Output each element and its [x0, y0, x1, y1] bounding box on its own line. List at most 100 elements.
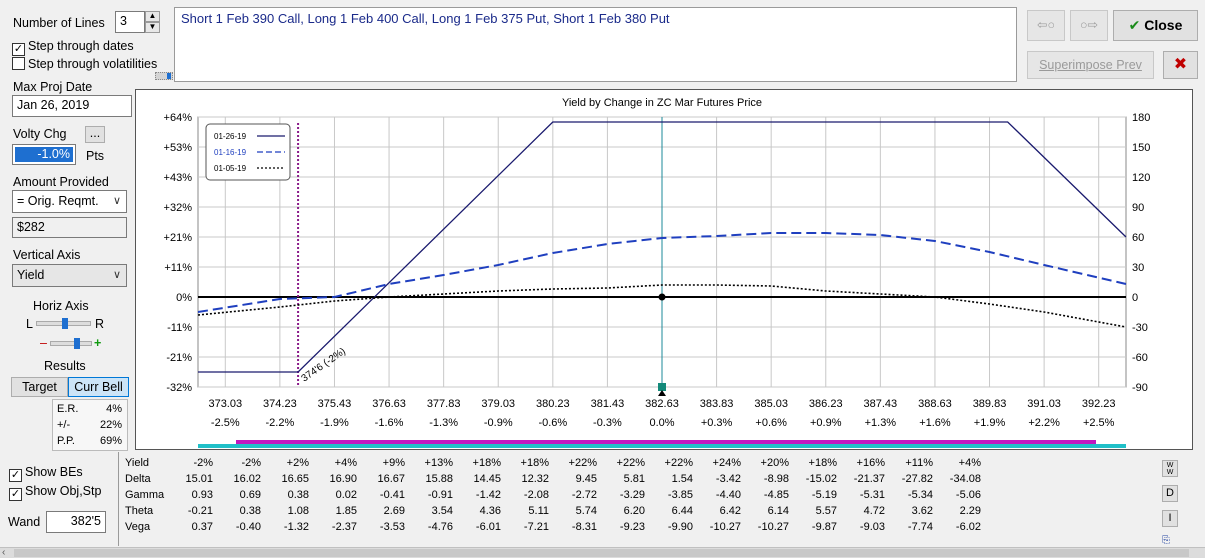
vertical-axis-option: Yield [17, 268, 45, 282]
x-tick-label: 375.43 [318, 398, 352, 410]
save-icon[interactable]: ⎘ [1162, 535, 1170, 546]
y-left-tick-label: 0% [176, 292, 192, 304]
y-right-tick-label: -60 [1132, 352, 1148, 364]
x-tick-label: 376.63 [372, 398, 406, 410]
x-tick-label: 392.23 [1082, 398, 1116, 410]
table-cell: -9.87 [811, 521, 837, 533]
table-cell: 0.38 [239, 505, 261, 517]
spin-down-button[interactable]: ▼ [145, 22, 160, 33]
table-cell: +22% [616, 457, 645, 469]
breakeven-annotation: 374'6 (-2%) [299, 346, 347, 384]
horizontal-scrollbar[interactable]: ‹ [0, 547, 1205, 558]
table-cell: 14.45 [473, 473, 501, 485]
step-dates-label: Step through dates [28, 39, 134, 53]
table-cell: -6.01 [475, 521, 501, 533]
x-tick-label: 386.23 [809, 398, 843, 410]
show-bes-checkbox[interactable]: ✓ Show BEs [9, 465, 83, 482]
amount-provided-label: Amount Provided [13, 175, 109, 189]
table-cell: -9.03 [859, 521, 885, 533]
x-tick-label: 382.63 [645, 398, 679, 410]
x-pct-label: +0.9% [810, 417, 842, 429]
horiz-axis-label: Horiz Axis [33, 299, 89, 313]
current-price-arrow [658, 390, 666, 396]
x-pct-label: +2.2% [1028, 417, 1060, 429]
volty-units-label: Pts [86, 149, 105, 163]
legend-label: 01-05-19 [214, 164, 247, 173]
max-proj-date-input[interactable]: Jan 26, 2019 [12, 95, 132, 117]
table-cell: 5.74 [575, 505, 597, 517]
current-price-square [658, 383, 666, 391]
y-left-tick-label: -32% [166, 382, 192, 394]
table-cell: 2.69 [383, 505, 405, 517]
table-cell: 6.20 [623, 505, 645, 517]
cancel-button[interactable]: ✖ [1163, 51, 1198, 79]
mini-slider[interactable] [155, 72, 173, 80]
plus-label: + [94, 336, 102, 350]
y-left-tick-label: +21% [164, 232, 193, 244]
x-pct-label: -0.3% [593, 417, 622, 429]
forward-arrow-button[interactable]: ○⇨ [1070, 10, 1108, 41]
y-right-tick-label: 60 [1132, 232, 1144, 244]
table-cell: +22% [664, 457, 693, 469]
scroll-left-icon[interactable]: ‹ [2, 547, 6, 558]
close-button[interactable]: ✔ Close [1113, 10, 1198, 41]
step-dates-checkbox[interactable]: ✓ Step through dates [12, 39, 134, 56]
table-cell: +20% [760, 457, 789, 469]
x-tick-label: 383.83 [700, 398, 734, 410]
table-cell: -3.29 [619, 489, 645, 501]
row-header: Vega [125, 521, 151, 533]
table-cell: -3.53 [379, 521, 405, 533]
scroll-thumb[interactable] [14, 549, 1189, 557]
slider-thumb[interactable] [74, 338, 80, 349]
checkbox-mark-icon: ✓ [12, 43, 25, 56]
show-bes-label: Show BEs [25, 465, 83, 479]
table-cell: 0.93 [191, 489, 213, 501]
step-vols-checkbox[interactable]: Step through volatilities [12, 57, 157, 71]
chart-svg: 373.03 -2.5% 374.23 -2.2% 375.43 -1.9% 376.63 -… [164, 97, 1150, 448]
results-stats: E.R. 4% +/- 22% P.P. 69% [52, 399, 128, 451]
volty-chg-input[interactable]: -1.0% [12, 144, 76, 165]
zoom-slider[interactable] [50, 338, 92, 349]
side-i-button[interactable]: I [1162, 510, 1178, 527]
superimpose-prev-button[interactable]: Superimpose Prev [1027, 51, 1154, 79]
volty-chg-more-button[interactable]: ... [85, 126, 105, 143]
x-pct-label: +2.5% [1083, 417, 1115, 429]
wand-input[interactable]: 382'5 [46, 511, 106, 533]
show-objstp-checkbox[interactable]: ✓ Show Obj,Stp [9, 484, 101, 501]
y-right-tick-label: 180 [1132, 112, 1150, 124]
amount-value-field[interactable]: $282 [12, 217, 127, 238]
table-cell: -0.91 [427, 489, 453, 501]
table-cell: -5.19 [811, 489, 837, 501]
table-cell: +18% [520, 457, 549, 469]
strategy-textbox[interactable]: Short 1 Feb 390 Call, Long 1 Feb 400 Cal… [174, 7, 1017, 82]
table-cell: -7.74 [907, 521, 933, 533]
table-cell: 4.72 [863, 505, 885, 517]
table-cell: +13% [424, 457, 453, 469]
tab-target[interactable]: Target [11, 377, 68, 397]
spin-up-button[interactable]: ▲ [145, 11, 160, 22]
show-objstp-label: Show Obj,Stp [25, 484, 102, 498]
slider-thumb[interactable] [62, 318, 68, 329]
back-arrow-button[interactable]: ⇦○ [1027, 10, 1065, 41]
table-cell: 0.02 [335, 489, 357, 501]
table-cell: -4.85 [763, 489, 789, 501]
vertical-axis-select[interactable]: Yield ∨ [12, 264, 127, 287]
table-cell: -2.08 [523, 489, 549, 501]
side-w-button[interactable]: W W [1162, 460, 1178, 477]
table-cell: -0.21 [187, 505, 213, 517]
row-header: Gamma [125, 489, 165, 501]
table-cell: 6.42 [719, 505, 741, 517]
y-left-tick-label: +43% [164, 172, 193, 184]
number-of-lines-input[interactable]: 3 [115, 11, 145, 33]
table-cell: +11% [905, 457, 933, 469]
row-header: Theta [125, 505, 154, 517]
side-d-button[interactable]: D [1162, 485, 1178, 502]
yield-chart[interactable]: 373.03 -2.5% 374.23 -2.2% 375.43 -1.9% 376.63 -… [135, 89, 1193, 450]
amount-provided-select[interactable]: = Orig. Reqmt. ∨ [12, 190, 127, 213]
horiz-axis-slider[interactable] [36, 318, 91, 329]
tab-curr-bell[interactable]: Curr Bell [68, 377, 129, 397]
chevron-down-icon: ∨ [112, 269, 121, 281]
table-cell: 3.54 [431, 505, 453, 517]
table-cell: 3.62 [911, 505, 933, 517]
chart-title: Yield by Change in ZC Mar Futures Price [562, 97, 762, 109]
